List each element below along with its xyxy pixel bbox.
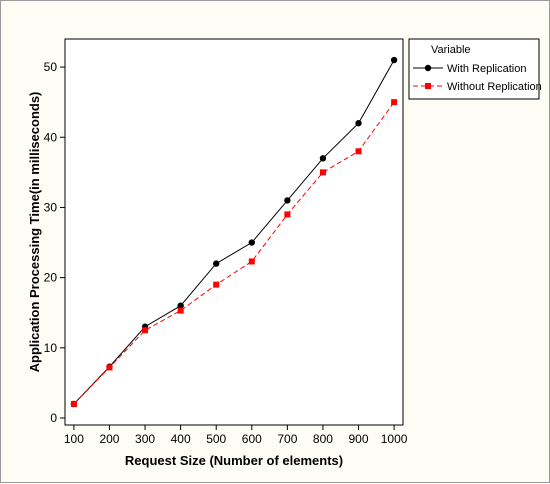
data-point-with-replication (319, 155, 327, 162)
data-point-without-replication (106, 364, 113, 371)
plot-area (64, 38, 404, 426)
legend-label-without-replication: Without Replication (447, 81, 542, 93)
legend-marker-without-replication (425, 83, 431, 89)
data-point-with-replication (213, 260, 220, 267)
legend-label-with-replication: With Replication (447, 63, 526, 75)
data-point-without-replication (355, 148, 362, 155)
x-tick-label: 1000 (381, 432, 408, 446)
y-axis-title: Application Processing Time(in milliseco… (27, 92, 42, 373)
x-axis: 100 200 300 400 500 600 700 800 900 1000 (64, 425, 408, 446)
series-line-with-replication (73, 59, 395, 405)
data-point-without-replication (213, 281, 220, 288)
series-line-without-replication (73, 101, 395, 405)
data-point-with-replication (284, 197, 291, 204)
x-tick-label: 100 (64, 432, 84, 446)
y-tick-label: 20 (44, 271, 58, 285)
x-tick-label: 600 (242, 432, 262, 446)
x-tick-label: 900 (349, 432, 369, 446)
x-tick-label: 400 (171, 432, 191, 446)
data-point-with-replication (177, 302, 184, 309)
y-tick-label: 30 (44, 200, 58, 214)
y-axis: 0 10 20 30 40 50 (44, 60, 65, 425)
data-point-without-replication (248, 258, 255, 265)
legend-title: Variable (431, 44, 471, 56)
x-tick-label: 800 (313, 432, 333, 446)
data-point-without-replication (70, 400, 77, 407)
legend-marker-with-replication (424, 64, 432, 72)
data-point-with-replication (355, 120, 362, 127)
data-point-without-replication (142, 327, 149, 334)
data-point-without-replication (319, 169, 326, 176)
x-tick-label: 500 (206, 432, 226, 446)
y-tick-label: 0 (50, 411, 57, 425)
x-tick-label: 300 (135, 432, 155, 446)
data-point-without-replication (284, 211, 291, 218)
data-point-without-replication (177, 307, 184, 314)
y-tick-label: 10 (44, 341, 58, 355)
x-tick-label: 700 (277, 432, 297, 446)
x-tick-label: 200 (99, 432, 119, 446)
series-layer (70, 56, 398, 408)
y-tick-label: 50 (44, 60, 58, 74)
data-point-with-replication (390, 56, 398, 64)
data-point-without-replication (391, 99, 398, 106)
data-point-with-replication (248, 239, 255, 246)
y-tick-label: 40 (44, 130, 58, 144)
x-axis-title: Request Size (Number of elements) (125, 453, 343, 468)
legend: Variable With Replication Without Replic… (408, 38, 542, 100)
